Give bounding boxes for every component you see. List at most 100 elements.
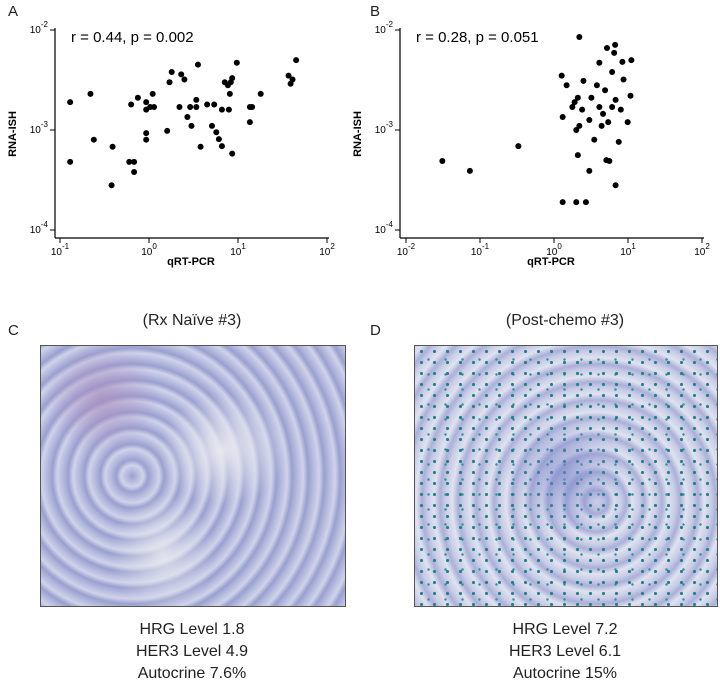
point [569,103,576,110]
point [131,158,138,165]
point [615,138,622,145]
point [571,99,578,106]
point [591,136,598,143]
point [586,116,593,123]
point [126,158,133,165]
point [628,57,635,64]
point [218,106,225,113]
caption-line: HER3 Level 4.9 [135,643,249,660]
point [573,127,580,133]
point [131,169,138,176]
point [573,199,580,206]
x-axis-label: qRT-PCR [527,256,575,268]
point [108,182,115,189]
point [215,136,222,143]
point [229,75,236,82]
point [596,59,603,66]
y-tick-label: 10-4 [375,220,394,236]
x-tick-label: 100 [546,242,562,258]
point [213,129,220,136]
point [609,103,616,110]
y-tick-label: 10-3 [30,120,49,136]
point [620,76,627,83]
point [187,103,194,110]
point [178,71,185,78]
point [208,122,215,129]
point [211,101,218,108]
point [168,69,175,76]
point [574,94,581,101]
point [193,96,200,103]
point [246,119,253,126]
point [143,130,150,137]
annotation: r = 0.44, p = 0.002 [71,29,194,46]
point [218,143,225,150]
point [184,113,191,120]
x-tick-label: 101 [620,242,636,258]
point [576,34,583,41]
point [285,72,292,79]
point [233,59,240,66]
point [229,150,236,157]
point [134,94,141,101]
point [176,103,183,110]
point [558,72,565,79]
point [619,58,626,65]
annotation: r = 0.28, p = 0.051 [416,29,539,46]
point [257,90,264,97]
x-tick-label: 10-1 [51,242,70,258]
point [617,106,624,113]
image-title: (Post-chemo #3) [505,312,625,329]
point [593,82,600,89]
point [87,90,94,97]
point [109,143,116,150]
point [574,152,581,159]
micrograph [40,345,346,607]
x-tick-label: 102 [694,242,710,258]
panel-label: C [8,322,19,339]
point [293,57,300,64]
point [579,106,586,113]
point [582,199,589,206]
point [289,76,296,83]
point [151,103,158,110]
panel-label: D [370,322,381,339]
point [609,69,616,76]
point [466,167,473,174]
point [559,113,566,120]
y-tick-label: 10-2 [30,20,49,36]
caption-line: HER3 Level 6.1 [508,643,622,660]
point [143,99,150,106]
point [188,122,195,129]
point [128,101,135,108]
point [598,122,605,129]
point [194,61,201,68]
point [611,49,618,56]
point [606,157,613,164]
image-title: (Rx Naïve #3) [142,312,242,329]
point [143,136,150,143]
point [603,45,610,52]
y-axis-label: RNA-ISH [7,111,19,157]
x-tick-label: 102 [319,242,335,258]
point [164,127,171,134]
point [225,106,232,113]
point [193,103,200,110]
point [605,119,612,126]
x-tick-label: 100 [141,242,157,258]
x-axis-label: qRT-PCR [167,256,215,268]
point [181,76,188,83]
caption-line: HRG Level 7.2 [512,621,618,638]
x-tick-label: 101 [230,242,246,258]
point [602,87,609,94]
point [197,143,204,150]
y-axis-label: RNA-ISH [352,111,364,157]
point [204,101,211,108]
point [612,182,619,189]
caption: HRG Level 1.8 HER3 Level 4.9 Autocrine 7… [32,619,352,685]
panel-label: B [370,3,380,20]
point [559,199,566,206]
x-tick-label: 10-2 [397,242,416,258]
panel-label: A [8,3,18,20]
point [563,82,570,89]
